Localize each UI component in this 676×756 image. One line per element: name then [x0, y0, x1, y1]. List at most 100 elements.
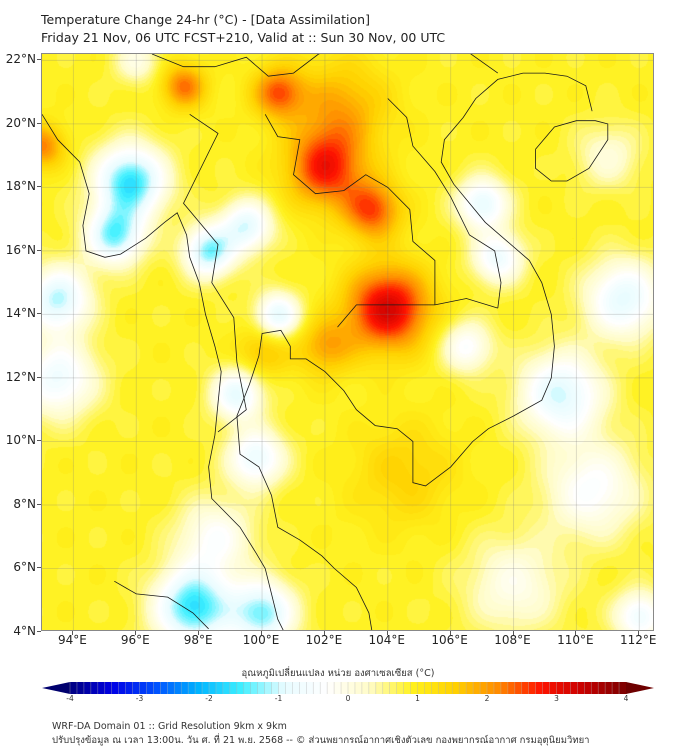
lat-tick-label: 14°N [5, 306, 36, 321]
colorbar-segment [299, 682, 307, 694]
lat-tick-label: 22°N [5, 52, 36, 67]
colorbar-segment [424, 682, 432, 694]
lon-tick [512, 631, 514, 635]
lon-tick [198, 631, 200, 635]
colorbar-segment [202, 682, 210, 694]
colorbar-segment [368, 682, 377, 694]
colorbar-segment [125, 682, 134, 694]
colorbar-segment [375, 682, 384, 694]
colorbar [42, 679, 654, 694]
colorbar-segment [514, 682, 523, 694]
lon-tick [638, 631, 640, 635]
colorbar-segment [292, 682, 300, 694]
colorbar-segment [473, 682, 481, 694]
colorbar-tick-label: -4 [66, 694, 74, 703]
colorbar-segment [417, 682, 425, 694]
colorbar-segment [271, 682, 279, 694]
colorbar-segment [327, 682, 335, 694]
colorbar-segment [76, 682, 85, 694]
colorbar-tick-label: -2 [205, 694, 213, 703]
map-panel [41, 53, 654, 631]
colorbar-segment [313, 682, 321, 694]
colorbar-segment [341, 682, 349, 694]
boundary-line [264, 114, 436, 305]
colorbar-segment [104, 682, 113, 694]
boundary-line [236, 72, 593, 487]
colorbar-segment [167, 682, 175, 694]
colorbar-segment [132, 682, 140, 694]
colorbar-segment [452, 682, 460, 694]
lat-tick [37, 249, 41, 251]
colorbar-segment [591, 682, 599, 694]
lon-tick-label: 102°E [305, 633, 343, 647]
colorbar-segment [612, 682, 620, 694]
boundary-line [236, 415, 373, 630]
boundary-line [337, 298, 498, 328]
colorbar-segment [605, 682, 613, 694]
colorbar-segment [153, 682, 161, 694]
colorbar-segment [257, 682, 266, 694]
colorbar-label: อุณหภูมิเปลี่ยนแปลง หน่วย องศาเซลเซียส (… [241, 668, 435, 679]
colorbar-segment [549, 682, 557, 694]
lat-tick-label: 16°N [5, 242, 36, 257]
colorbar-segment [445, 682, 453, 694]
colorbar-segment [556, 682, 564, 694]
colorbar-segment [306, 682, 314, 694]
colorbar-segment [334, 682, 342, 694]
lon-tick [386, 631, 388, 635]
colorbar-tick-label: 2 [484, 694, 490, 703]
colorbar-segment [320, 682, 328, 694]
lat-tick-label: 12°N [5, 369, 36, 384]
colorbar-segment [570, 682, 578, 694]
colorbar-segment [250, 682, 259, 694]
lat-tick-label: 20°N [5, 115, 36, 130]
colorbar-segment [466, 682, 474, 694]
colorbar-segment [229, 682, 238, 694]
colorbar-segment [285, 682, 293, 694]
colorbar-segment [236, 682, 245, 694]
colorbar-segment [354, 682, 363, 694]
colorbar-segment [139, 682, 147, 694]
colorbar-segment [577, 682, 585, 694]
colorbar-segment [222, 682, 231, 694]
boundary-line [387, 98, 502, 309]
lat-tick-label: 4°N [13, 624, 36, 638]
colorbar-segment [521, 682, 530, 694]
boundary-line [183, 113, 247, 433]
lon-tick-label: 106°E [431, 633, 468, 647]
colorbar-segment [181, 682, 189, 694]
lat-tick [37, 440, 41, 442]
colorbar-segment [410, 682, 418, 694]
boundary-line [151, 54, 499, 77]
colorbar-segment [493, 682, 502, 694]
lon-tick-label: 112°E [620, 633, 657, 647]
colorbar-segment [264, 682, 273, 694]
colorbar-segment [278, 682, 286, 694]
colorbar-segment [174, 682, 182, 694]
colorbar-segment [487, 682, 495, 694]
colorbar-tick-label: 3 [554, 694, 559, 703]
title-line-1: Temperature Change 24-hr (°C) - [Data As… [41, 12, 370, 27]
colorbar-segment [598, 682, 606, 694]
colorbar-tick-label: -1 [274, 694, 283, 703]
footer-line-2: ปรับปรุงข้อมูล ณ เวลา 13:00น. วัน ศ. ที่… [52, 735, 590, 746]
lat-tick [37, 313, 41, 315]
lat-tick [37, 503, 41, 505]
colorbar-segment [97, 682, 106, 694]
colorbar-segment [243, 682, 252, 694]
lon-tick-label: 104°E [368, 633, 406, 647]
lat-tick-label: 8°N [13, 496, 36, 511]
colorbar-tick-label: 0 [345, 694, 351, 703]
colorbar-segment [431, 682, 439, 694]
lon-tick-label: 96°E [120, 633, 150, 647]
colorbar-segment [215, 682, 224, 694]
boundary-line [114, 580, 209, 630]
colorbar-segment [528, 682, 537, 694]
map-overlay [42, 54, 653, 630]
lat-tick-label: 18°N [5, 179, 36, 194]
colorbar-segment [160, 682, 168, 694]
lon-tick [261, 631, 263, 635]
lon-tick [135, 631, 137, 635]
colorbar-segment [188, 682, 196, 694]
lon-tick [575, 631, 577, 635]
